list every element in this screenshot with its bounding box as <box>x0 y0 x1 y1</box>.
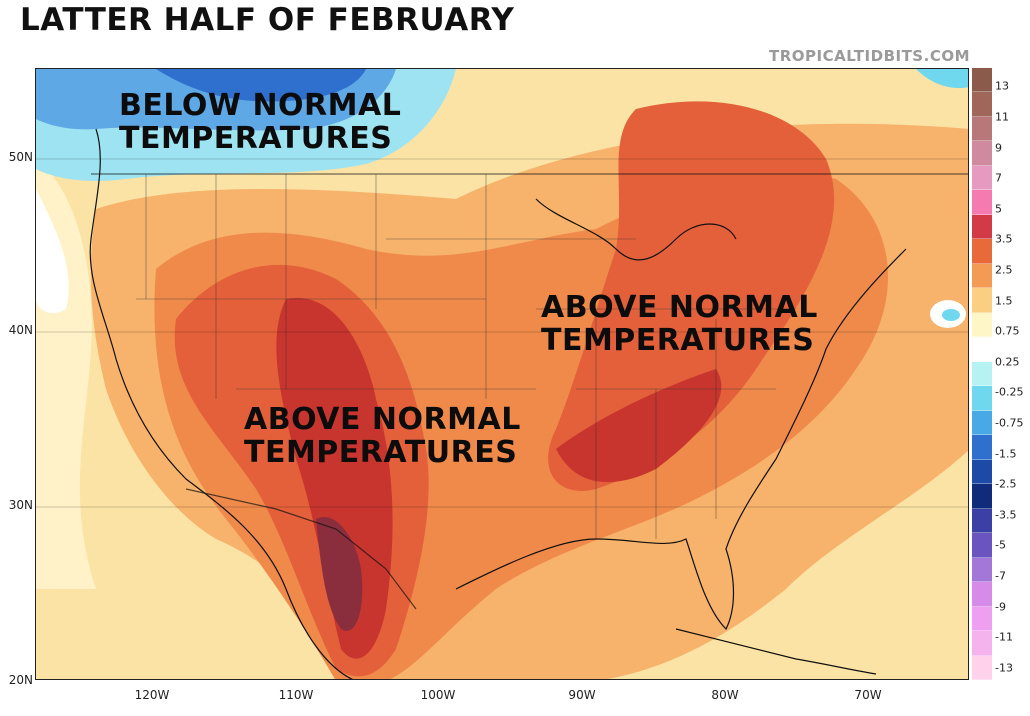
colorbar-tick-label: -3.5 <box>995 508 1017 522</box>
colorbar-tick-label: -5 <box>995 538 1006 552</box>
annotation-line: ABOVE NORMAL <box>541 290 818 325</box>
colorbar-tick-label: -2.5 <box>995 477 1017 491</box>
colorbar-swatch <box>972 459 992 485</box>
great-lakes-outline <box>535 198 737 261</box>
colorbar-swatch <box>972 582 992 607</box>
us-mexico-border <box>185 488 417 610</box>
graticule <box>36 158 968 508</box>
colorbar-swatch <box>972 312 992 338</box>
colorbar-swatch <box>972 165 992 191</box>
anomaly-field <box>36 69 968 679</box>
lon-label: 70W <box>854 688 882 702</box>
colorbar-swatch <box>972 386 992 411</box>
annotation-line: TEMPERATURES <box>541 323 815 358</box>
lon-label: 120W <box>134 688 170 702</box>
colorbar-tick-label: 2.5 <box>995 263 1013 277</box>
colorbar-swatch <box>972 508 992 534</box>
colorbar-tick-label: -1.5 <box>995 447 1017 461</box>
colorbar-swatch <box>972 631 992 656</box>
extreme-above-core <box>316 517 363 631</box>
colorbar-swatch <box>972 214 992 240</box>
colorbar-swatch <box>972 484 992 509</box>
annotation-above-normal-east: ABOVE NORMAL TEMPERATURES <box>541 291 818 357</box>
very-strong-above-zone-southeast <box>556 369 722 483</box>
colorbar-swatch <box>972 606 992 632</box>
colorbar-tick-label: 0.75 <box>995 324 1020 338</box>
colorbar-tick-label: -7 <box>995 569 1006 583</box>
colorbar-tick-label: 7 <box>995 171 1002 185</box>
colorbar <box>972 68 992 680</box>
state-borders <box>136 174 796 539</box>
near-normal-zone-nw <box>36 189 69 314</box>
lat-label: 30N <box>8 498 33 512</box>
colorbar-tick-label: 9 <box>995 141 1002 155</box>
lon-label: 100W <box>420 688 456 702</box>
colorbar-swatch <box>972 116 992 142</box>
below-normal-spot-atlantic <box>942 309 960 321</box>
colorbar-tick-label: -13 <box>995 661 1013 675</box>
colorbar-swatch <box>972 557 992 583</box>
annotation-below-normal-northwest: BELOW NORMAL TEMPERATURES <box>119 89 401 155</box>
lon-label: 80W <box>711 688 739 702</box>
annotation-above-normal-southwest: ABOVE NORMAL TEMPERATURES <box>244 403 521 469</box>
colorbar-tick-label: 5 <box>995 202 1002 216</box>
lon-label: 90W <box>568 688 596 702</box>
colorbar-swatch <box>972 263 992 289</box>
cuba-outline <box>675 628 877 675</box>
lat-label: 40N <box>8 323 33 337</box>
colorbar-swatch <box>972 68 992 93</box>
very-strong-above-zone-south <box>276 297 393 659</box>
lon-label: 110W <box>278 688 314 702</box>
temperature-anomaly-map: BELOW NORMAL TEMPERATURES ABOVE NORMAL T… <box>35 68 969 680</box>
colorbar-tick-label: 11 <box>995 110 1009 124</box>
colorbar-swatch <box>972 288 992 313</box>
colorbar-swatch <box>972 361 992 387</box>
colorbar-tick-label: -9 <box>995 600 1006 614</box>
strong-above-zone-east <box>548 101 835 491</box>
source-credit: TROPICALTIDBITS.COM <box>769 47 970 65</box>
colorbar-tick-label: -0.75 <box>995 416 1024 430</box>
colorbar-swatch <box>972 190 992 215</box>
colorbar-tick-label: 0.25 <box>995 355 1020 369</box>
lat-label: 20N <box>8 673 33 687</box>
map-title: LATTER HALF OF FEBRUARY <box>20 2 515 38</box>
annotation-line: BELOW NORMAL <box>119 88 402 123</box>
colorbar-tick-label: -0.25 <box>995 385 1024 399</box>
annotation-line: TEMPERATURES <box>119 121 393 156</box>
colorbar-swatch <box>972 141 992 166</box>
pacific-coastline <box>89 128 354 679</box>
lat-label: 50N <box>8 150 33 164</box>
colorbar-swatch <box>972 655 992 680</box>
colorbar-swatch <box>972 239 992 264</box>
colorbar-tick-label: 1.5 <box>995 294 1013 308</box>
below-normal-zone-ne <box>916 69 968 88</box>
colorbar-swatch <box>972 92 992 117</box>
colorbar-swatch <box>972 533 992 558</box>
colorbar-tick-label: 3.5 <box>995 232 1013 246</box>
annotation-line: ABOVE NORMAL <box>244 402 521 437</box>
colorbar-swatch <box>972 337 992 362</box>
annotation-line: TEMPERATURES <box>244 435 518 470</box>
colorbar-tick-label: 13 <box>995 79 1009 93</box>
below-normal-zone-strong <box>156 69 366 102</box>
colorbar-tick-label: -11 <box>995 630 1013 644</box>
colorbar-swatch <box>972 435 992 460</box>
colorbar-swatch <box>972 410 992 436</box>
